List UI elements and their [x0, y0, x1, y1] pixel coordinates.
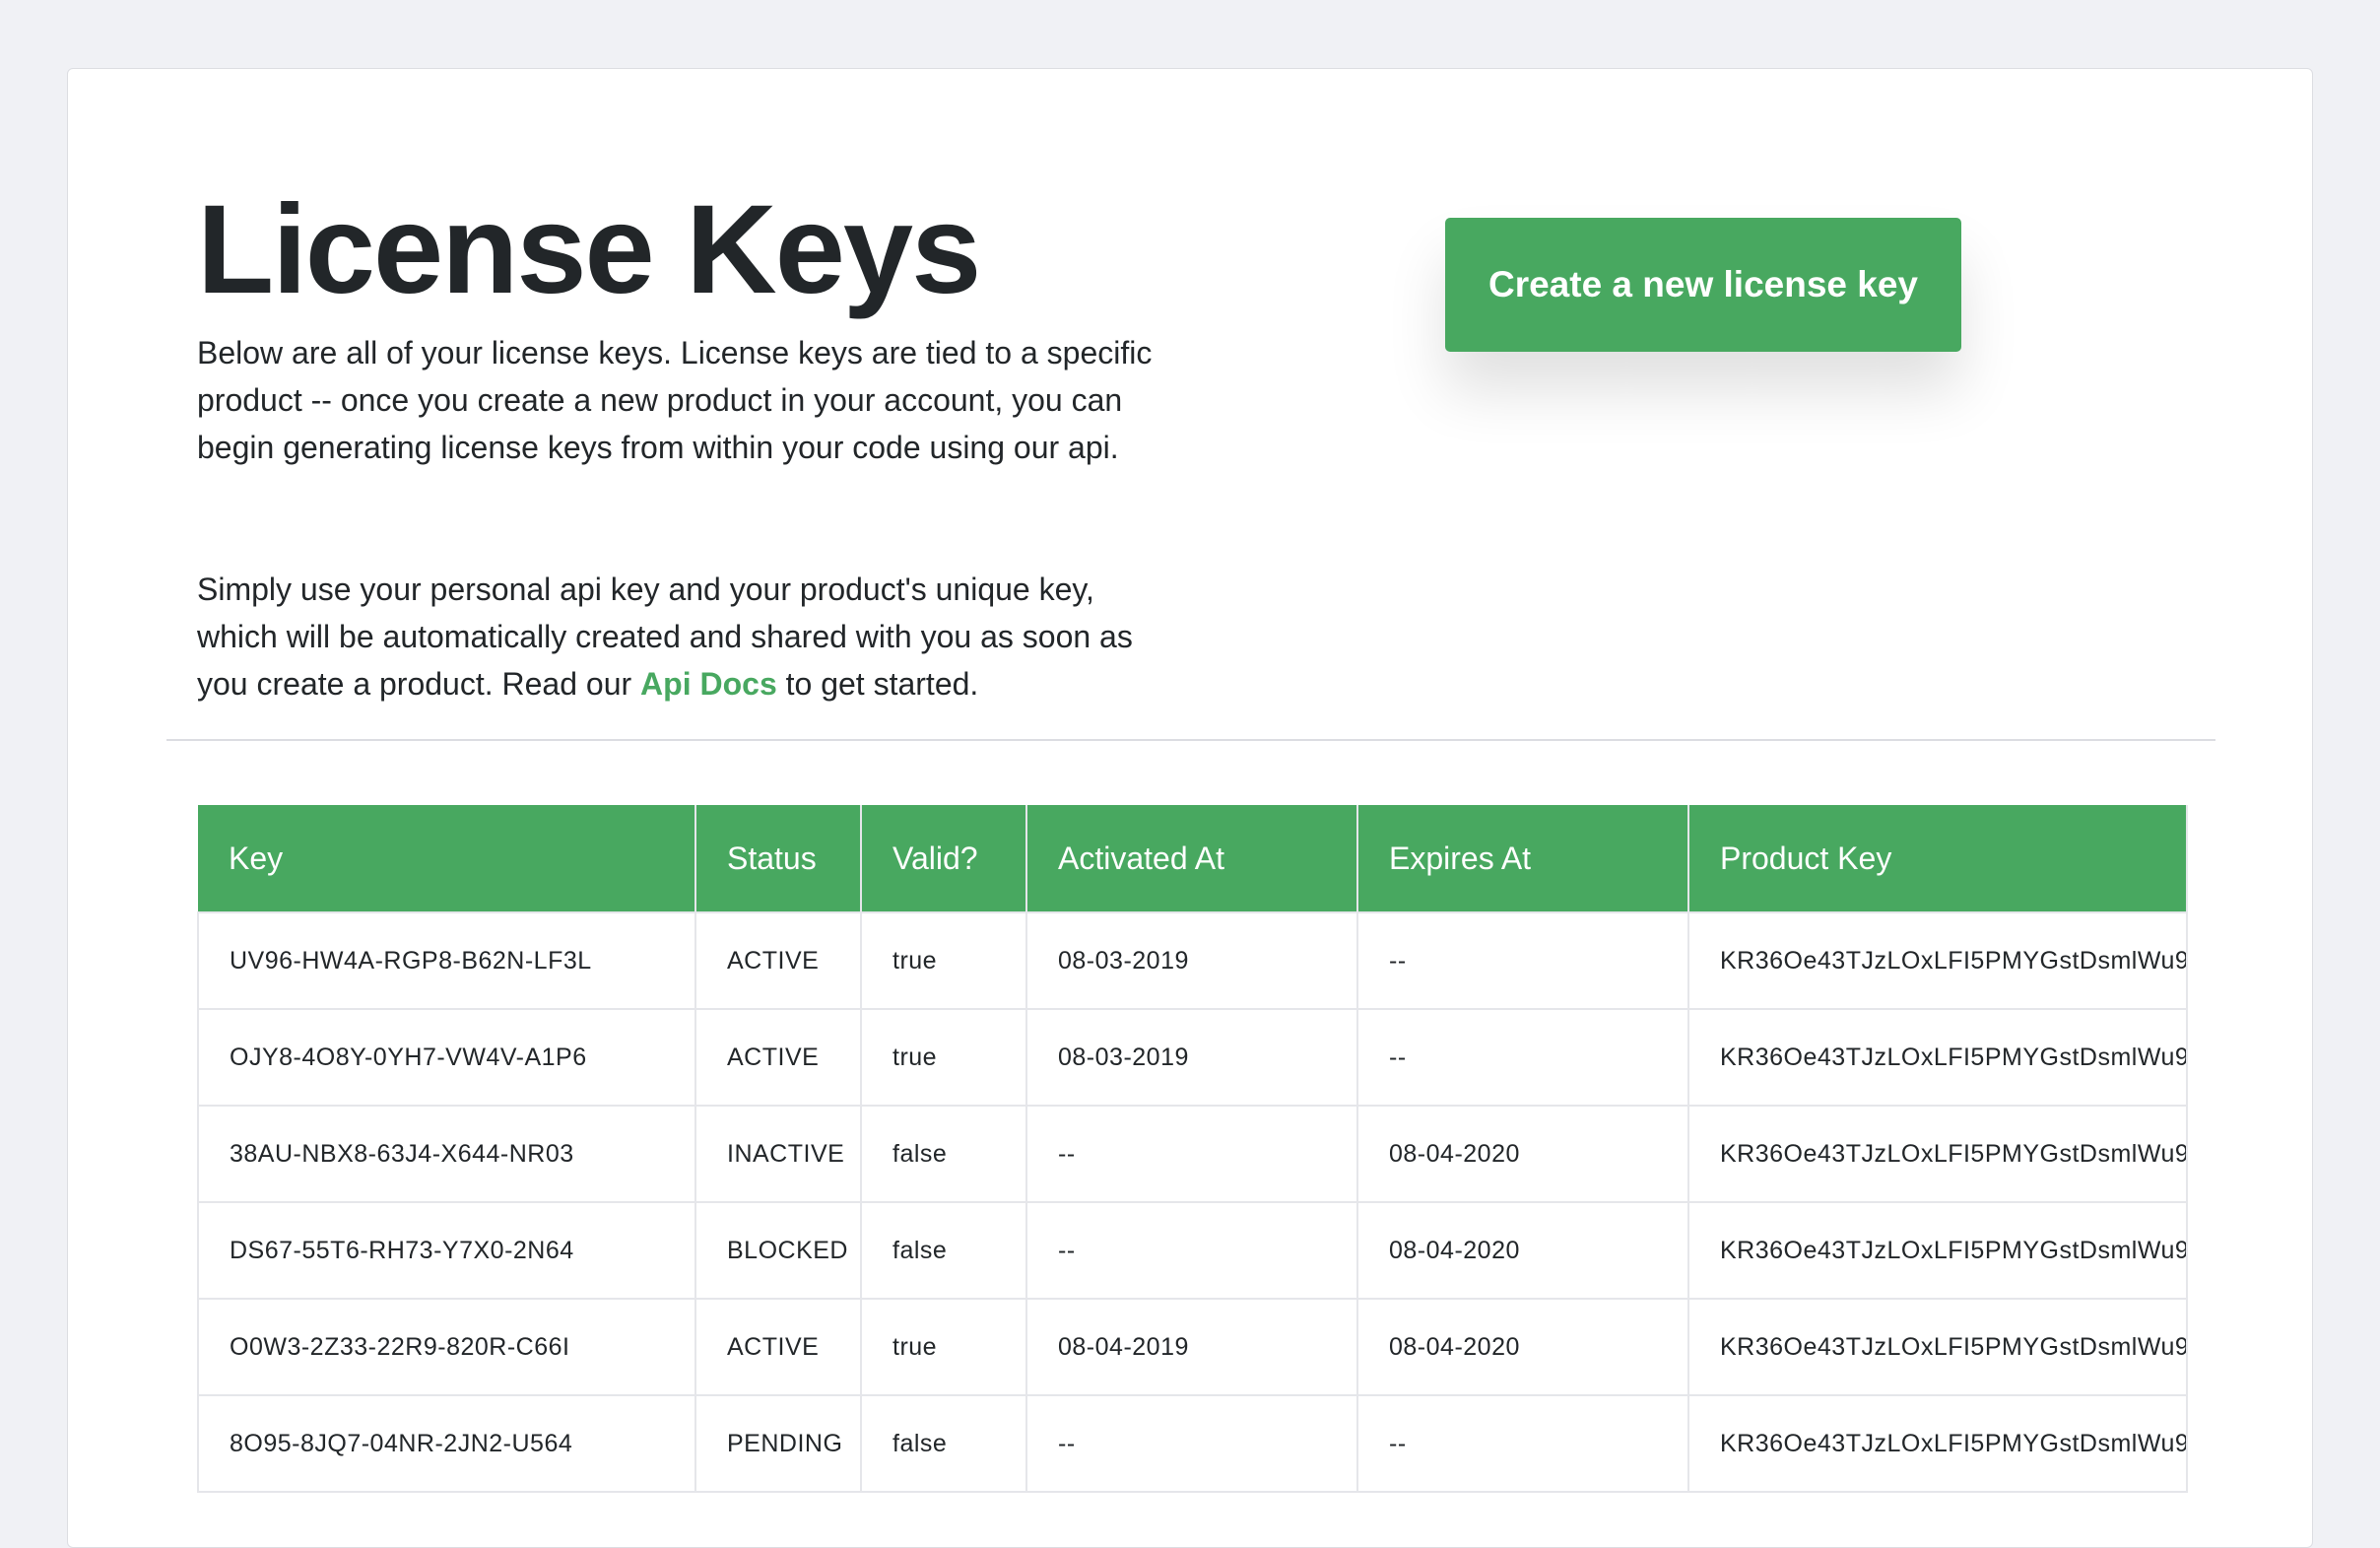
description: Below are all of your license keys. Lice… [197, 335, 1153, 465]
text: to get started. [776, 666, 979, 702]
column-header: Valid? [861, 805, 1027, 912]
cell: KR36Oe43TJzLOxLFI5PMYGstDsmlWu9U [1687, 1394, 2188, 1493]
column-header: Key [198, 805, 696, 912]
table-row: DS67-55T6-RH73-Y7X0-2N64 BLOCKED false -- 08… [197, 1201, 2188, 1300]
cell: KR36Oe43TJzLOxLFI5PMYGstDsmlWu9U [1687, 911, 2188, 1010]
api-docs-link[interactable]: Api Docs [640, 666, 777, 702]
cell: UV96-HW4A-RGP8-B62N-LF3L [197, 911, 696, 1010]
cell: KR36Oe43TJzLOxLFI5PMYGstDsmlWu9U [1687, 1201, 2188, 1300]
cell: INACTIVE [694, 1105, 862, 1203]
page-title: License Keys [197, 179, 981, 320]
cell: BLOCKED [694, 1201, 862, 1300]
table-row: OJY8-4O8Y-0YH7-VW4V-A1P6 ACTIVE true 08-03-… [197, 1008, 2188, 1107]
column-header: Product Key [1688, 805, 2188, 912]
table-body: UV96-HW4A-RGP8-B62N-LF3L ACTIVE true 08-03-… [197, 911, 2188, 1493]
cell: -- [1356, 1394, 1689, 1493]
cell: 38AU-NBX8-63J4-X644-NR03 [197, 1105, 696, 1203]
column-header: Status [695, 805, 862, 912]
cell: false [860, 1201, 1027, 1300]
cell: ACTIVE [694, 1298, 862, 1396]
cell: -- [1025, 1201, 1358, 1300]
table-row: 8O95-8JQ7-04NR-2JN2-U564 PENDING false -- --… [197, 1394, 2188, 1493]
cell: ACTIVE [694, 1008, 862, 1107]
cell: KR36Oe43TJzLOxLFI5PMYGstDsmlWu9U [1687, 1298, 2188, 1396]
cell: 08-03-2019 [1025, 911, 1358, 1010]
cell: KR36Oe43TJzLOxLFI5PMYGstDsmlWu9U [1687, 1008, 2188, 1107]
cell: O0W3-2Z33-22R9-820R-C66I [197, 1298, 696, 1396]
table-row: 38AU-NBX8-63J4-X644-NR03 INACTIVE false -- 0… [197, 1105, 2188, 1203]
table-row: O0W3-2Z33-22R9-820R-C66I ACTIVE true 08-04-… [197, 1298, 2188, 1396]
cell: 08-04-2020 [1356, 1298, 1689, 1396]
cell: true [860, 911, 1027, 1010]
cell: ACTIVE [694, 911, 862, 1010]
cell: -- [1025, 1394, 1358, 1493]
table-row: UV96-HW4A-RGP8-B62N-LF3L ACTIVE true 08-03-… [197, 911, 2188, 1010]
cell: KR36Oe43TJzLOxLFI5PMYGstDsmlWu9U [1687, 1105, 2188, 1203]
cell: 8O95-8JQ7-04NR-2JN2-U564 [197, 1394, 696, 1493]
cell: true [860, 1008, 1027, 1107]
divider [166, 739, 2215, 741]
column-header: Activated At [1026, 805, 1358, 912]
page: License Keys Below are all of your licen… [67, 68, 2313, 1548]
cell: DS67-55T6-RH73-Y7X0-2N64 [197, 1201, 696, 1300]
cell: -- [1356, 911, 1689, 1010]
column-header: Expires At [1357, 805, 1689, 912]
cell: PENDING [694, 1394, 862, 1493]
cell: 08-04-2020 [1356, 1105, 1689, 1203]
card: License Keys Below are all of your licen… [67, 68, 2313, 1548]
header-row: Key Status Valid? Activated At Expires At Pro… [198, 805, 2188, 912]
cell: 08-04-2020 [1356, 1201, 1689, 1300]
license-table: Key Status Valid? Activated At Expires At Pro… [197, 805, 2188, 1493]
cell: false [860, 1105, 1027, 1203]
instructions: Simply use your personal api key and you… [197, 566, 1182, 707]
cell: 08-04-2019 [1025, 1298, 1358, 1396]
text: Simply use your personal api key and you… [197, 572, 1133, 702]
cell: false [860, 1394, 1027, 1493]
cell: true [860, 1298, 1027, 1396]
cell: 08-03-2019 [1025, 1008, 1358, 1107]
cell: -- [1356, 1008, 1689, 1107]
cell: OJY8-4O8Y-0YH7-VW4V-A1P6 [197, 1008, 696, 1107]
cell: -- [1025, 1105, 1358, 1203]
create-key-button[interactable]: Create a new license key [1445, 218, 1961, 352]
